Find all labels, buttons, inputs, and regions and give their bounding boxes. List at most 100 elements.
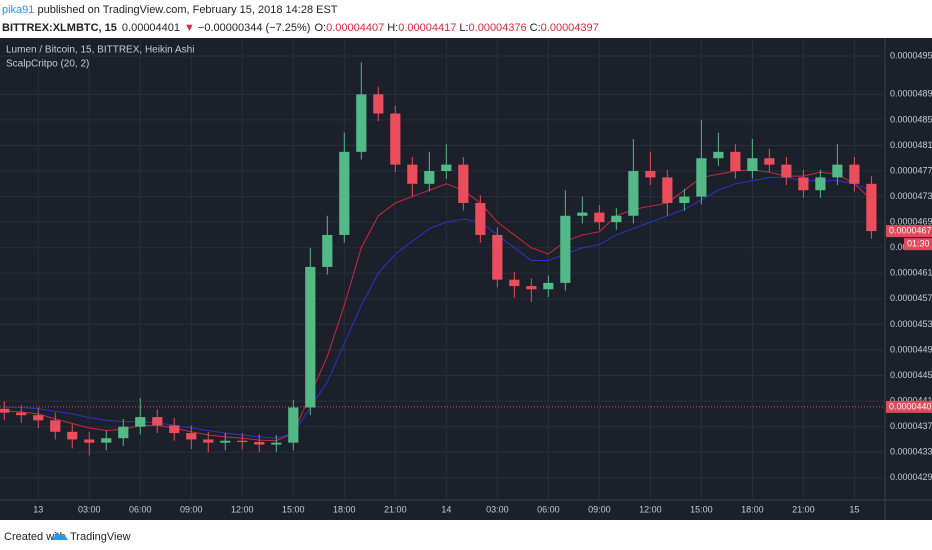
candle-body (288, 407, 299, 443)
x-tick-label: 15:00 (690, 504, 713, 514)
candle-body (203, 439, 214, 443)
o-value: 0.00004407 (326, 22, 384, 34)
x-tick-label: 12:00 (639, 504, 662, 514)
candle-body (662, 177, 673, 203)
x-tick-label: 06:00 (537, 504, 560, 514)
x-tick-label: 12:00 (231, 504, 254, 514)
candle-body (390, 113, 401, 165)
candle-body (594, 212, 605, 223)
candle-body (169, 425, 180, 434)
candle-body (84, 439, 95, 443)
candle-body (832, 164, 843, 178)
candle-body (526, 286, 537, 290)
candle-body (628, 171, 639, 216)
last-price-box (886, 225, 932, 238)
candle-body (611, 215, 622, 223)
symbol: BITTREX:XLMBTC, 15 (2, 22, 117, 34)
author[interactable]: pika91 (2, 4, 34, 16)
candle-body (0, 408, 10, 413)
price-line-label: 0.00004401 (889, 401, 932, 411)
candle-body (186, 433, 197, 440)
publish-line: pika91 published on TradingView.com, Feb… (2, 4, 338, 16)
x-tick-label: 15 (849, 504, 859, 514)
arrow: ▼ (184, 22, 195, 34)
candle-body (407, 164, 418, 184)
candle-body (475, 202, 486, 235)
candle-body (577, 212, 588, 216)
footer-created: Created with (4, 531, 66, 543)
candle-body (373, 94, 384, 114)
candle-body (866, 183, 877, 232)
candle-body (679, 196, 690, 203)
candle-body (424, 171, 435, 184)
candle-body (50, 420, 61, 432)
candle-body (798, 177, 809, 191)
candle-body (441, 164, 452, 172)
candle-body (322, 234, 333, 267)
symbol-line: BITTREX:XLMBTC, 15 0.00004401 ▼ −0.00000344… (2, 22, 599, 34)
candle-body (254, 442, 265, 445)
candle-body (305, 266, 316, 408)
h-label: H: (387, 22, 398, 34)
h-value: 0.00004417 (398, 22, 456, 34)
countdown: 01:30 (907, 238, 930, 248)
candle-body (237, 440, 248, 443)
candle-body (730, 151, 741, 172)
candle-body (747, 158, 758, 172)
candle-body (135, 417, 146, 427)
indicator-line (4, 169, 872, 442)
indicator-line (4, 176, 872, 439)
candle-body (560, 215, 571, 283)
candle-body (764, 158, 775, 165)
candle-body (696, 158, 707, 197)
c-label: C: (530, 22, 541, 34)
candle-body (118, 426, 129, 439)
x-tick-label: 21:00 (384, 504, 407, 514)
candle-body (356, 94, 367, 152)
x-tick-label: 13 (33, 504, 43, 514)
price: 0.00004401 (122, 22, 180, 34)
candle-body (271, 442, 282, 445)
candle-body (781, 164, 792, 178)
candle-body (339, 151, 350, 235)
candle-body (67, 431, 78, 440)
candle-body (713, 151, 724, 159)
candle-body (458, 164, 469, 203)
l-value: 0.00004376 (469, 22, 527, 34)
last-price-label: 0.00004676 (889, 225, 932, 235)
x-tick-label: 21:00 (792, 504, 815, 514)
l-label: L: (459, 22, 468, 34)
x-tick-label: 15:00 (282, 504, 305, 514)
candle-body (101, 438, 112, 443)
x-tick-label: 03:00 (78, 504, 101, 514)
o-label: O: (314, 22, 326, 34)
published: published on TradingView.com, February 1… (34, 4, 337, 16)
indicator-label: ScalpCritpo (20, 2) (6, 59, 89, 70)
x-tick-label: 09:00 (180, 504, 203, 514)
x-tick-label: 18:00 (333, 504, 356, 514)
candle-body (849, 164, 860, 184)
candle-body (543, 282, 554, 290)
change: −0.00000344 (−7.25%) (198, 22, 311, 34)
tv-logo (52, 532, 68, 540)
candle-body (16, 412, 27, 416)
candle-body (220, 440, 231, 443)
x-tick-label: 03:00 (486, 504, 509, 514)
candle-body (815, 177, 826, 191)
footer-brand[interactable]: TradingView (70, 531, 131, 543)
